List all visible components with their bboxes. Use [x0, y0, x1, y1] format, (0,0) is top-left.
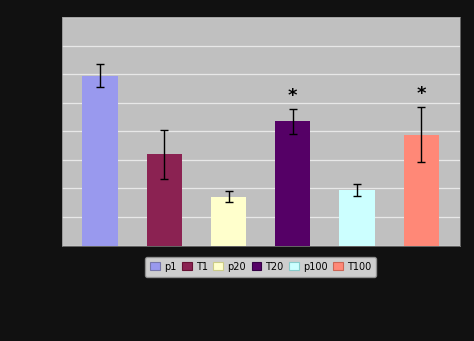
Bar [82, 76, 118, 246]
Bar [211, 196, 246, 246]
Text: *: * [417, 85, 426, 103]
Bar [275, 121, 310, 246]
Text: *: * [288, 87, 298, 105]
Bar [403, 135, 439, 246]
Bar [147, 154, 182, 246]
Bar [339, 190, 374, 246]
Legend: p1, T1, p20, T20, p100, T100: p1, T1, p20, T20, p100, T100 [146, 257, 376, 277]
